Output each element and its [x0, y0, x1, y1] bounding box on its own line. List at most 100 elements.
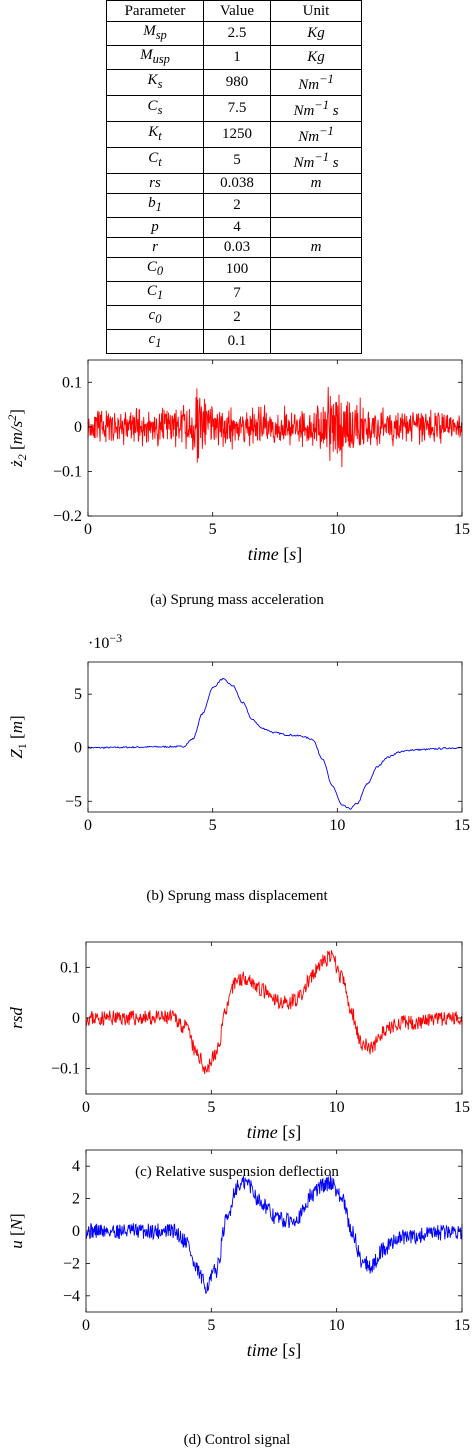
param-name: Ct [106, 147, 204, 174]
acceleration-chart: 0 5 10 15 −0.2 −0.1 0 0.1 time [s] ż2 [m/s2] [5, 359, 470, 564]
table-row: Kt 1250 Nm−1 [106, 121, 362, 148]
plot-frame [87, 359, 463, 517]
caption-c: (c) Relative suspension deflection [135, 1164, 339, 1180]
parameter-table: Parameter Value Unit Msp 2.5 Kg Musp 1 Kg Ks 98… [106, 0, 362, 354]
param-value: 7.5 [203, 95, 271, 122]
table-header-row: Parameter Value Unit [106, 0, 362, 22]
param-value: 2 [203, 305, 271, 330]
table-row: Msp 2.5 Kg [106, 21, 362, 46]
plot-frame [85, 1149, 463, 1313]
param-unit [270, 305, 362, 330]
param-name: p [106, 217, 204, 238]
param-name: b1 [106, 193, 204, 218]
x-tick-label: 0 [82, 1099, 90, 1116]
table-row: Cs 7.5 Nm−1 s [106, 95, 362, 122]
param-unit: Nm−1 s [270, 147, 362, 174]
param-name: C0 [106, 257, 204, 282]
param-value: 7 [203, 281, 271, 306]
y-tick-label: 0.1 [60, 959, 80, 976]
param-name: Cs [106, 95, 204, 122]
y-tick-label: 0 [72, 1010, 80, 1027]
y-axis-label: Z1 [m] [7, 715, 29, 758]
x-tick-label: 0 [84, 817, 92, 834]
param-name: Musp [106, 45, 204, 70]
caption-a: (a) Sprung mass acceleration [150, 592, 324, 608]
param-unit [270, 257, 362, 282]
param-unit [270, 329, 362, 354]
y-tick-label: 5 [74, 686, 82, 703]
param-unit: Kg [270, 45, 362, 70]
y-tick-label: 0 [72, 1223, 80, 1240]
x-tick-label: 10 [329, 1317, 345, 1334]
x-axis-label: time [s] [248, 544, 303, 564]
header-parameter: Parameter [106, 0, 204, 22]
plot-frame [87, 661, 463, 813]
param-name: rs [106, 173, 204, 194]
x-tick-label: 0 [82, 1317, 90, 1334]
param-name: Ks [106, 69, 204, 96]
param-name: c0 [106, 305, 204, 330]
param-unit: Nm−1 s [270, 95, 362, 122]
table-row: b1 2 [106, 193, 362, 218]
param-unit: Nm−1 [270, 121, 362, 148]
series-line [85, 1174, 463, 1294]
y-tick-label: −5 [65, 793, 82, 810]
param-name: c1 [106, 329, 204, 354]
x-tick-label: 5 [209, 817, 217, 834]
caption-d: (d) Control signal [183, 1432, 291, 1448]
axis-exponent: ·10−3 [88, 631, 122, 652]
param-name: Kt [106, 121, 204, 148]
x-tick-label: 10 [329, 521, 345, 538]
y-axis-label: ż2 [m/s2] [5, 409, 29, 468]
param-value: 0.038 [203, 173, 271, 194]
x-tick-label: 5 [207, 1099, 215, 1116]
y-tick-label: 4 [72, 1158, 80, 1175]
param-value: 1 [203, 45, 271, 70]
param-value: 4 [203, 217, 271, 238]
param-unit [270, 217, 362, 238]
param-value: 0.03 [203, 237, 271, 258]
x-axis-label: time [s] [247, 1122, 302, 1142]
series-line [87, 386, 463, 468]
table-row: c1 0.1 [106, 329, 362, 354]
series-line [87, 677, 463, 810]
table-row: c0 2 [106, 305, 362, 330]
x-tick-label: 10 [329, 1099, 345, 1116]
series-line [85, 950, 463, 1075]
y-tick-label: −2 [63, 1255, 80, 1272]
param-value: 100 [203, 257, 271, 282]
param-name: r [106, 237, 204, 258]
y-axis-label: rsd [7, 1007, 26, 1029]
x-tick-label: 15 [454, 1317, 470, 1334]
param-value: 2.5 [203, 21, 271, 46]
table-row: C0 100 [106, 257, 362, 282]
header-unit: Unit [270, 0, 362, 22]
y-tick-label: 2 [72, 1191, 80, 1208]
param-unit: Nm−1 [270, 69, 362, 96]
x-tick-label: 5 [207, 1317, 215, 1334]
table-row: r 0.03 m [106, 237, 362, 258]
y-tick-label: −0.2 [53, 508, 82, 525]
x-tick-label: 15 [454, 1099, 470, 1116]
param-unit: m [270, 173, 362, 194]
param-name: C1 [106, 281, 204, 306]
caption-b: (b) Sprung mass displacement [146, 888, 328, 904]
table-row: rs 0.038 m [106, 173, 362, 194]
x-tick-label: 5 [209, 521, 217, 538]
table-body: Msp 2.5 Kg Musp 1 Kg Ks 980 Nm−1 Cs 7.5 Nm−1 s Kt 125… [106, 21, 362, 354]
y-tick-label: −0.1 [51, 1061, 80, 1078]
y-tick-label: −4 [63, 1288, 80, 1305]
param-value: 980 [203, 69, 271, 96]
deflection-chart: 0 5 10 15 −0.1 0 0.1 time [s] rsd [7, 941, 470, 1142]
table-row: C1 7 [106, 281, 362, 306]
param-value: 0.1 [203, 329, 271, 354]
param-unit [270, 193, 362, 218]
x-axis-label: time [s] [247, 1340, 302, 1360]
control-signal-chart: 0 5 10 15 −4 −2 0 2 4 time [s] u [N] [7, 1149, 470, 1360]
y-tick-label: −0.1 [53, 463, 82, 480]
y-tick-label: 0.1 [62, 374, 82, 391]
header-value: Value [203, 0, 271, 22]
param-unit: m [270, 237, 362, 258]
